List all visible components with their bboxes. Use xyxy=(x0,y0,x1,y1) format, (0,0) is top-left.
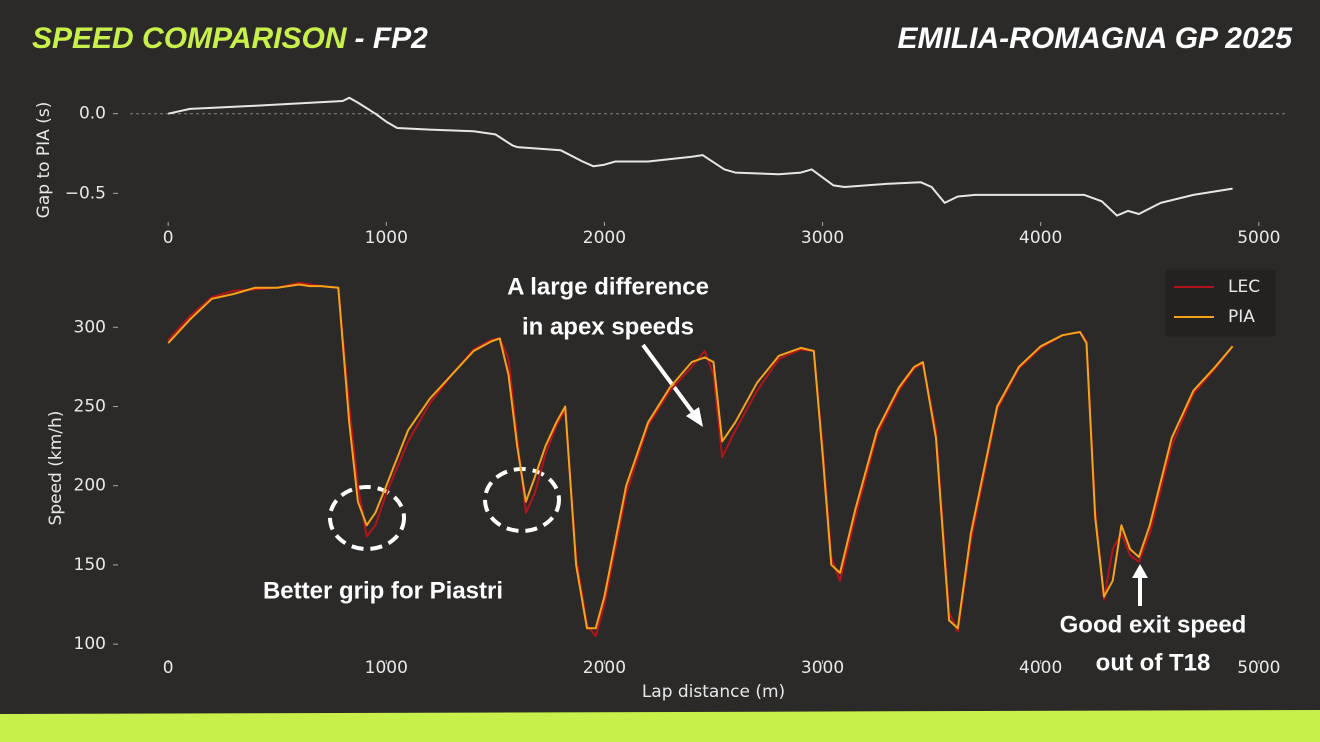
y-tick-label: 250 xyxy=(74,397,106,417)
highlight-circle xyxy=(328,485,406,551)
highlight-circle xyxy=(483,467,561,533)
x-tick-label: 3000 xyxy=(801,658,844,678)
arrow xyxy=(641,343,703,427)
x-tick-label: 2000 xyxy=(583,228,626,248)
title: SPEED COMPARISON xyxy=(32,22,348,55)
gap-line xyxy=(167,96,1233,217)
accent-band xyxy=(0,710,1320,742)
series-line xyxy=(167,283,1234,630)
legend-label: PIA xyxy=(1228,307,1255,327)
x-tick-label: 2000 xyxy=(583,658,626,678)
y-tick-label: −0.5 xyxy=(65,183,106,203)
event: EMILIA-ROMAGNA GP 2025 xyxy=(898,22,1294,55)
x-axis-label: Lap distance (m) xyxy=(642,682,785,702)
legend-label: LEC xyxy=(1228,277,1260,297)
y-tick-label: 300 xyxy=(74,317,106,337)
annotation: Good exit speed xyxy=(1060,611,1247,638)
header-title: SPEED COMPARISON - FP2 xyxy=(32,22,428,55)
x-tick-label: 4000 xyxy=(1019,228,1062,248)
x-tick-label: 4000 xyxy=(1019,658,1062,678)
y-tick-label: 150 xyxy=(74,555,106,575)
annotation: in apex speeds xyxy=(522,313,694,340)
y-tick-label: 0.0 xyxy=(79,104,106,124)
x-tick-label: 5000 xyxy=(1237,658,1280,678)
x-tick-label: 1000 xyxy=(365,228,408,248)
arrow xyxy=(1132,564,1148,606)
legend: LEC PIA xyxy=(1165,269,1276,337)
x-tick-label: 3000 xyxy=(801,228,844,248)
y-axis-label: Gap to PIA (s) xyxy=(34,102,54,219)
y-axis-label: Speed (km/h) xyxy=(46,411,66,526)
legend-box xyxy=(1165,269,1276,337)
x-tick-label: 0 xyxy=(163,658,174,678)
x-tick-label: 1000 xyxy=(365,658,408,678)
annotation: A large difference xyxy=(507,273,709,300)
annotation: Better grip for Piastri xyxy=(263,577,503,604)
x-tick-label: 5000 xyxy=(1237,228,1280,248)
y-tick-label: 100 xyxy=(74,634,106,654)
annotation: out of T18 xyxy=(1096,649,1211,676)
y-tick-label: 200 xyxy=(74,476,106,496)
x-tick-label: 0 xyxy=(163,228,174,248)
session: - FP2 xyxy=(355,22,429,55)
